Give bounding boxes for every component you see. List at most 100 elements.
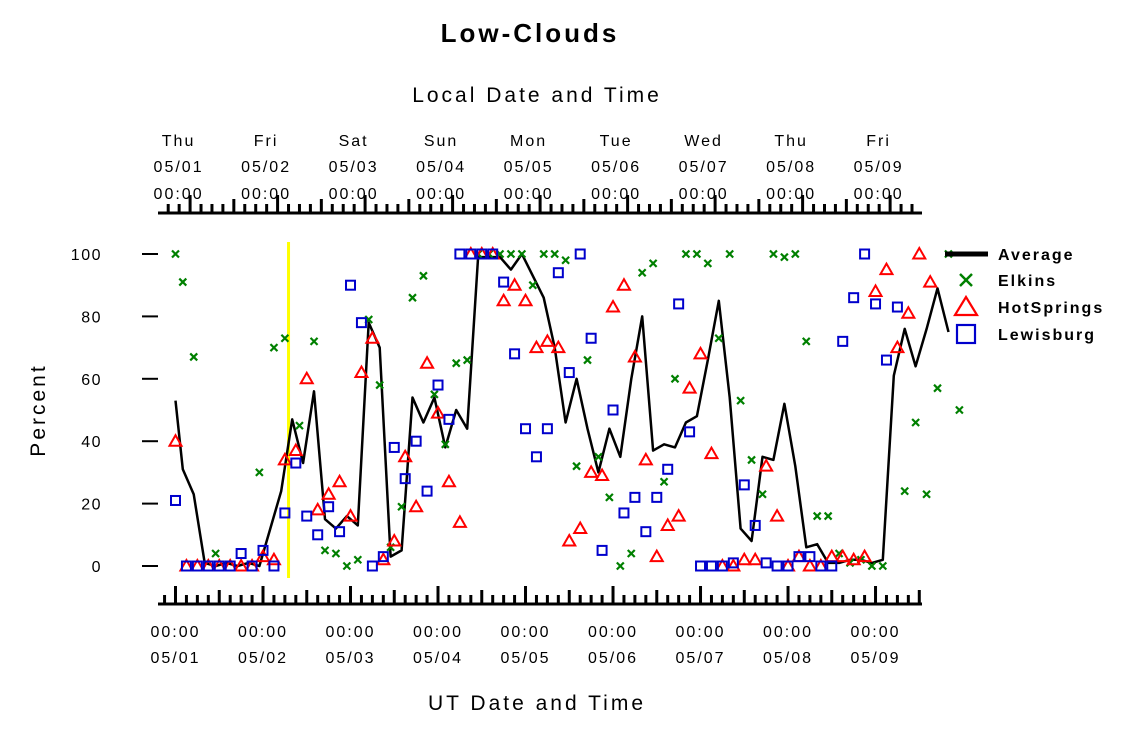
lewisburg-point	[345, 279, 357, 291]
hotsprings-point	[342, 508, 359, 522]
elkins-point	[616, 561, 625, 571]
hotsprings-point	[277, 451, 293, 466]
legend-label: Average	[998, 247, 1075, 264]
series-hotsprings	[167, 245, 938, 572]
lewisburg-point	[334, 526, 346, 538]
top-axis-label-day: Fri	[866, 133, 891, 150]
top-axis-label: Fri 05/09 00:00	[854, 133, 904, 203]
x-stroke	[801, 337, 811, 346]
top-axis-label-time: 00:00	[766, 186, 816, 203]
lewisburg-point	[793, 551, 805, 563]
elkins-point	[462, 355, 472, 365]
elkins-point	[441, 440, 450, 449]
elkins-point	[408, 293, 417, 302]
x-stroke	[659, 477, 669, 487]
x-stroke	[342, 561, 352, 571]
x-stroke	[561, 255, 570, 265]
x-stroke	[911, 418, 920, 427]
top-axis-label-day: Thu	[774, 133, 808, 150]
elkins-point	[725, 249, 734, 259]
top-axis-label-day: Wed	[684, 133, 723, 150]
x-stroke	[430, 390, 439, 399]
x-stroke	[309, 337, 319, 346]
elkins-point	[736, 396, 745, 405]
legend-triangle-swatch	[953, 294, 979, 317]
top-axis-label-time: 00:00	[854, 186, 904, 203]
lewisburg-point	[640, 526, 652, 538]
series-average	[174, 252, 950, 568]
elkins-point	[583, 355, 592, 365]
top-axis-label: Thu 05/01 00:00	[154, 133, 202, 203]
top-axis-label-date: 05/06	[591, 159, 641, 176]
bottom-axis-label-date: 05/08	[763, 650, 813, 667]
bottom-axis-label-date: 05/01	[150, 650, 200, 667]
y-tick-label: 0	[92, 559, 102, 576]
lewisburg-point	[891, 301, 903, 313]
legend-item: Elkins	[959, 273, 1055, 290]
lewisburg-point	[662, 463, 674, 475]
lewisburg-point	[377, 551, 389, 563]
hotsprings-point	[452, 514, 468, 528]
legend-item: HotSprings	[953, 294, 1102, 317]
elkins-point	[670, 374, 680, 384]
x-stroke	[408, 293, 417, 302]
top-axis-label: Sat 05/03 00:00	[329, 133, 377, 203]
elkins-point	[430, 390, 439, 399]
lewisburg-point	[170, 494, 181, 506]
top-axis-label-time: 00:00	[504, 186, 554, 203]
y-tick-label: 80	[81, 309, 102, 326]
elkins-point	[211, 549, 220, 558]
elkins-point	[594, 452, 603, 462]
lewisburg-point	[202, 560, 214, 572]
lewisburg-point	[388, 441, 400, 453]
bottom-axis-label-date: 05/09	[851, 650, 901, 667]
lewisburg-point	[257, 544, 269, 556]
x-stroke	[320, 546, 330, 555]
lewisburg-point	[498, 276, 510, 288]
elkins-point	[419, 271, 428, 281]
elkins-point	[659, 477, 669, 487]
bottom-axis-label: 00:00 05/06	[588, 624, 636, 667]
x-stroke	[331, 549, 341, 558]
lewisburg-point	[716, 560, 728, 572]
x-stroke	[178, 277, 188, 287]
top-axis-label: Thu 05/08 00:00	[766, 133, 816, 203]
chart-title: Low-Clouds	[441, 18, 620, 48]
legend-square-swatch	[955, 323, 977, 345]
x-stroke	[295, 421, 304, 430]
lewisburg-point	[727, 557, 739, 569]
hotsprings-point	[561, 533, 577, 547]
lewisburg-point	[607, 404, 619, 416]
lewisburg-point	[629, 491, 641, 503]
hotsprings-point	[616, 277, 632, 291]
x-stroke	[189, 352, 199, 362]
elkins-point	[517, 249, 527, 259]
elkins-point	[955, 405, 964, 415]
top-axis-label-date: 05/08	[766, 159, 816, 176]
hotsprings-point	[495, 292, 512, 307]
lewisburg-point	[541, 423, 553, 435]
hotsprings-point	[878, 261, 895, 276]
hotsprings-point	[747, 551, 763, 566]
top-axis-label-date: 05/05	[504, 159, 554, 176]
lewisburg-point	[279, 507, 291, 519]
lewisburg-point	[520, 423, 532, 435]
x-stroke	[616, 561, 625, 571]
top-axis-label-day: Mon	[510, 133, 547, 150]
elkins-point	[280, 333, 290, 343]
elkins-point	[269, 343, 279, 352]
x-stroke	[594, 452, 603, 462]
elkins-point	[867, 561, 877, 571]
lewisburg-point	[574, 248, 586, 260]
top-axis-label-date: 05/04	[416, 159, 466, 176]
x-stroke	[736, 396, 745, 405]
lewisburg-point	[191, 560, 203, 572]
lewisburg-point	[552, 267, 564, 279]
bottom-axis-label: 00:00 05/04	[413, 624, 461, 667]
lewisburg-point	[290, 457, 302, 469]
bottom-axis-label-time: 00:00	[238, 624, 288, 641]
lewisburg-point	[870, 298, 882, 310]
elkins-point	[309, 337, 319, 346]
elkins-point	[812, 511, 822, 521]
